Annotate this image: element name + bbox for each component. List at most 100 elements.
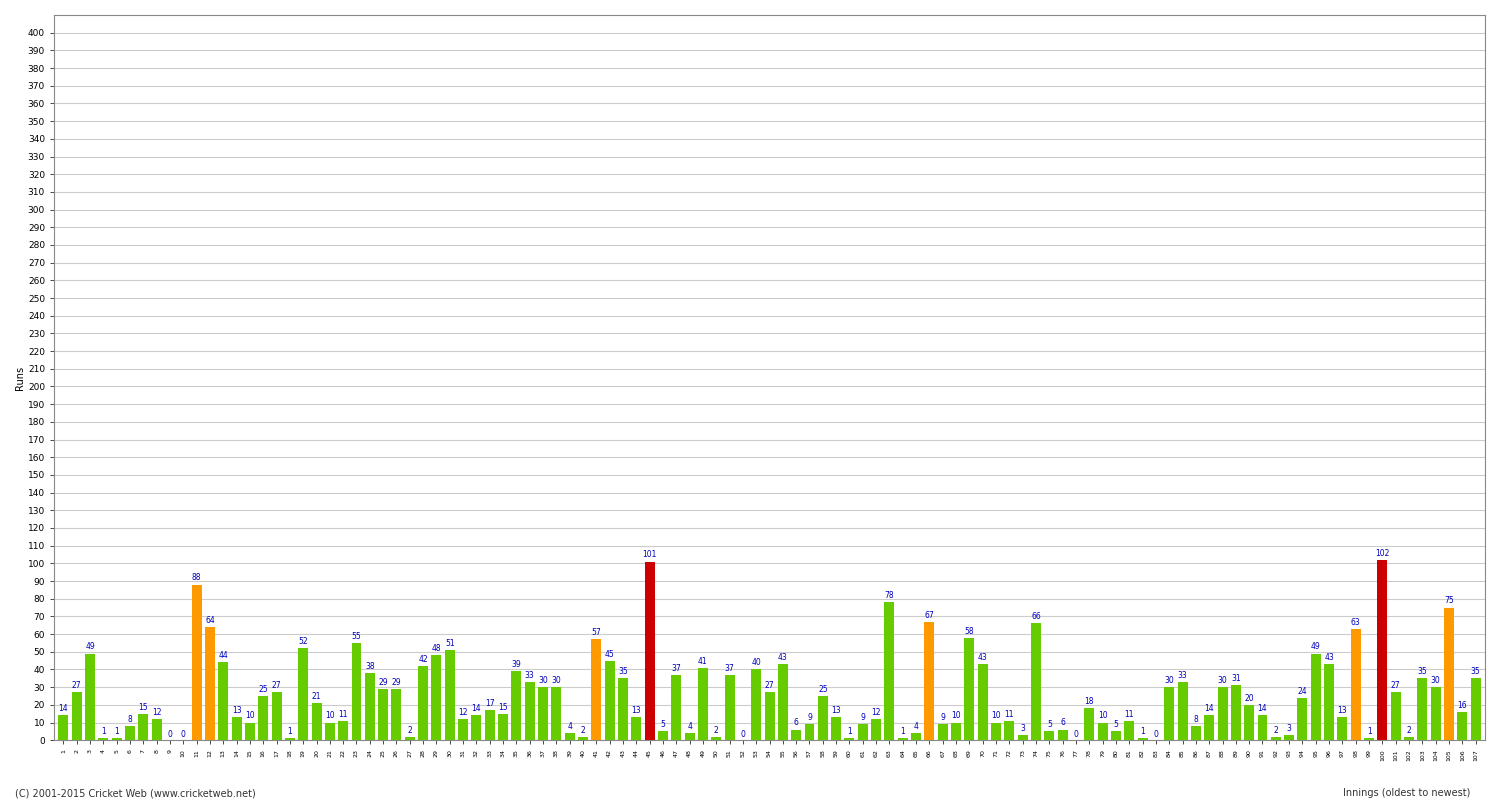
Text: 33: 33 <box>525 670 534 680</box>
Bar <box>1418 678 1428 740</box>
Text: 67: 67 <box>924 610 934 619</box>
Text: 2: 2 <box>714 726 718 734</box>
Text: 51: 51 <box>446 639 454 648</box>
Text: 0: 0 <box>1074 730 1078 739</box>
Text: 2: 2 <box>1274 726 1278 734</box>
Text: 101: 101 <box>642 550 657 559</box>
Text: 43: 43 <box>1324 653 1334 662</box>
Bar <box>804 724 814 740</box>
Text: 8: 8 <box>128 715 132 724</box>
Text: 13: 13 <box>831 706 842 715</box>
Bar <box>1404 737 1414 740</box>
Bar <box>844 738 855 740</box>
Text: 43: 43 <box>778 653 788 662</box>
Text: 0: 0 <box>182 730 186 739</box>
Bar <box>1098 722 1107 740</box>
Text: 6: 6 <box>1060 718 1065 727</box>
Text: 1: 1 <box>114 727 118 736</box>
Text: 12: 12 <box>871 708 880 717</box>
Text: 9: 9 <box>940 713 945 722</box>
Bar <box>351 643 361 740</box>
Bar <box>446 650 454 740</box>
Bar <box>1244 705 1254 740</box>
Bar <box>765 693 774 740</box>
Text: 55: 55 <box>351 632 361 641</box>
Bar <box>86 654 94 740</box>
Bar <box>298 648 307 740</box>
Bar <box>1338 718 1347 740</box>
Bar <box>1030 623 1041 740</box>
Text: 42: 42 <box>419 655 428 664</box>
Text: 30: 30 <box>552 676 561 685</box>
Bar <box>512 671 522 740</box>
Bar <box>258 696 268 740</box>
Bar <box>498 714 508 740</box>
Text: 2: 2 <box>408 726 413 734</box>
Bar <box>1444 607 1454 740</box>
Text: 38: 38 <box>364 662 375 671</box>
Text: 11: 11 <box>1005 710 1014 718</box>
Bar <box>405 737 416 740</box>
Text: 9: 9 <box>807 713 812 722</box>
Bar <box>1257 715 1268 740</box>
Text: (C) 2001-2015 Cricket Web (www.cricketweb.net): (C) 2001-2015 Cricket Web (www.cricketwe… <box>15 788 255 798</box>
Text: 48: 48 <box>432 644 441 653</box>
Bar <box>1458 712 1467 740</box>
Text: 44: 44 <box>219 651 228 660</box>
Bar <box>432 655 441 740</box>
Text: 0: 0 <box>168 730 172 739</box>
Text: 58: 58 <box>964 626 974 635</box>
Bar <box>910 733 921 740</box>
Text: 30: 30 <box>1218 676 1227 685</box>
Text: 29: 29 <box>378 678 388 687</box>
Text: 27: 27 <box>1390 682 1401 690</box>
Bar <box>1270 737 1281 740</box>
Bar <box>938 724 948 740</box>
Text: 33: 33 <box>1178 670 1188 680</box>
Text: 1: 1 <box>100 727 105 736</box>
Bar <box>711 737 722 740</box>
Text: 43: 43 <box>978 653 987 662</box>
Bar <box>564 733 574 740</box>
Bar <box>111 738 122 740</box>
Bar <box>724 674 735 740</box>
Text: 5: 5 <box>1113 720 1119 730</box>
Bar <box>885 602 894 740</box>
Bar <box>578 737 588 740</box>
Bar <box>1137 738 1148 740</box>
Text: 49: 49 <box>86 642 94 651</box>
Bar <box>964 638 975 740</box>
Bar <box>285 738 296 740</box>
Bar <box>1390 693 1401 740</box>
Bar <box>698 668 708 740</box>
Bar <box>871 719 880 740</box>
Text: 24: 24 <box>1298 686 1308 696</box>
Text: 27: 27 <box>72 682 81 690</box>
Text: 40: 40 <box>752 658 760 667</box>
Bar <box>831 718 842 740</box>
Text: 15: 15 <box>498 702 508 711</box>
Bar <box>138 714 148 740</box>
Text: 14: 14 <box>471 704 482 714</box>
Bar <box>72 693 81 740</box>
Bar <box>1112 731 1120 740</box>
Text: 5: 5 <box>1047 720 1052 730</box>
Text: 15: 15 <box>138 702 148 711</box>
Bar <box>1470 678 1480 740</box>
Bar <box>618 678 628 740</box>
Bar <box>1005 721 1014 740</box>
Text: 30: 30 <box>1164 676 1174 685</box>
Bar <box>898 738 908 740</box>
Text: 10: 10 <box>326 711 334 721</box>
Bar <box>338 721 348 740</box>
Bar <box>206 627 214 740</box>
Text: 31: 31 <box>1232 674 1240 683</box>
Text: 13: 13 <box>632 706 640 715</box>
Bar <box>326 722 334 740</box>
Text: 27: 27 <box>272 682 282 690</box>
Bar <box>1164 687 1174 740</box>
Bar <box>219 662 228 740</box>
Text: 10: 10 <box>1098 711 1107 721</box>
Text: 11: 11 <box>1125 710 1134 718</box>
Text: 9: 9 <box>861 713 865 722</box>
